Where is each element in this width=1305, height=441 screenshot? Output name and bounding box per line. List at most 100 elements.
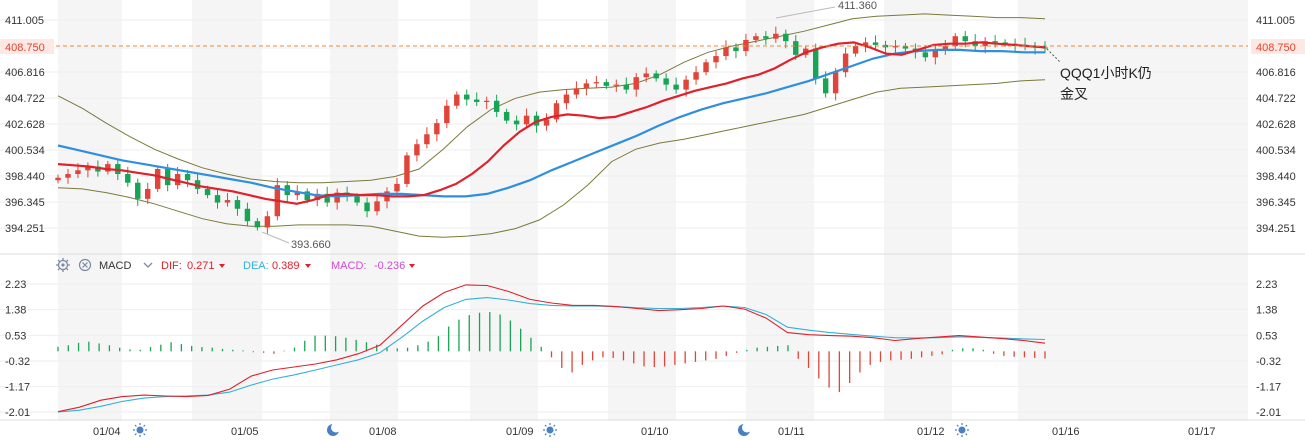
macd-tick-left: -1.17 [5,382,30,394]
date-tick: 01/12 [917,426,945,438]
macd-axis: 2.23 2.23 1.38 1.38 0.53 0.53 -0.32 -0.32 -1.17 -… [5,279,1281,419]
macd-tick-left: 1.38 [5,305,26,317]
session-shading [58,0,1248,420]
dea-dropdown-icon[interactable] [305,264,311,268]
candle-body [105,164,111,172]
macd-tick-right: -2.01 [1256,407,1281,419]
session-band [608,0,676,420]
candle-body [304,191,310,201]
price-tick-right: 398.440 [1256,171,1296,183]
candle-body [444,105,450,124]
macd-tick-right: -1.17 [1256,382,1281,394]
note-line-2[interactable]: 金叉 [1060,86,1088,102]
candle-body [992,41,998,43]
candle-body [294,191,300,196]
session-band [884,0,952,420]
candle-body [464,94,470,100]
candle-body [75,170,81,175]
price-tick-left: 398.440 [5,171,45,183]
candle-body [942,46,949,50]
sun-icon [543,423,557,437]
date-tick: 01/09 [506,426,534,438]
price-tick-right: 400.534 [1256,145,1296,157]
candle-body [394,183,400,192]
candle-body [424,134,430,145]
price-tick-right: 404.722 [1256,93,1296,105]
low-label: 393.660 [291,239,331,251]
date-tick: 01/11 [778,426,805,438]
dea-label: DEA: [243,260,269,272]
indicator-name[interactable]: MACD [99,260,131,272]
bollinger-bands [57,13,1046,238]
macd-histogram [57,312,1046,393]
time-axis: 01/04 01/05 01/08 01/09 01/10 01/11 01/1… [93,422,1216,438]
candle-body [434,123,440,135]
candle-body [872,42,879,45]
candle-body [493,100,500,112]
candle-body [653,73,659,79]
candle-body [254,221,261,228]
candle-body [783,33,789,42]
sun-icon [955,423,969,437]
candle-body [364,202,370,212]
macd-tick-left: -0.32 [5,356,30,368]
candle-body [85,166,91,171]
dif-dropdown-icon[interactable] [219,264,225,268]
candle-body [643,73,649,78]
macd-label: MACD: [331,260,366,272]
current-price-badge-right [1251,39,1305,54]
chevron-down-icon[interactable] [143,262,153,268]
gear-icon[interactable] [56,258,70,272]
candle-body [623,84,629,90]
macd-tick-left: 0.53 [5,330,26,342]
low-leader-line [261,231,290,244]
candle-body [513,120,520,125]
candle-body [483,100,490,103]
candle-body [922,52,929,58]
candle-body [164,169,171,186]
dif-label: DIF: [161,260,182,272]
candle-body [264,216,271,228]
candle-body [892,46,899,48]
macd-tick-left: -2.01 [5,407,30,419]
note-line-1[interactable]: QQQ1小时K仍 [1060,65,1152,81]
dea-line [57,297,1046,413]
candle-body [553,103,560,120]
indicator-header: MACD DIF: 0.271 DEA: 0.389 MACD: -0.236 [56,258,415,272]
candle-body [244,208,251,222]
candle-body [663,78,669,85]
candle-body [95,166,101,172]
candle-body [55,177,61,181]
candle-body [125,174,131,183]
price-tick-left: 406.816 [5,67,45,79]
candle-body [324,193,330,203]
dif-value: 0.271 [187,260,215,272]
candle-body [842,53,849,73]
price-tick-left: 400.534 [5,145,45,157]
candle-body [733,47,739,52]
date-tick: 01/16 [1052,426,1080,438]
price-tick-left: 411.005 [5,15,44,27]
candle-body [314,193,320,201]
bollinger-upper-line [57,13,1046,184]
dif-line [57,284,1046,413]
sun-icon [133,423,147,437]
close-icon[interactable] [78,258,92,272]
date-tick: 01/17 [1188,426,1216,438]
candle-body [753,36,759,40]
session-band [58,0,122,420]
session-band [330,0,398,420]
ma-blue-line [57,48,1045,198]
candle-body [703,62,709,73]
macd-tick-right: 1.38 [1256,305,1277,317]
macd-tick-right: 2.23 [1256,279,1277,291]
session-band [746,0,814,420]
candle-body [683,79,689,90]
macd-dropdown-icon[interactable] [409,264,415,268]
session-band [470,0,538,420]
candle-body [145,188,151,199]
candle-body [503,111,510,121]
candle-body [633,77,639,90]
candle-body [822,78,829,94]
